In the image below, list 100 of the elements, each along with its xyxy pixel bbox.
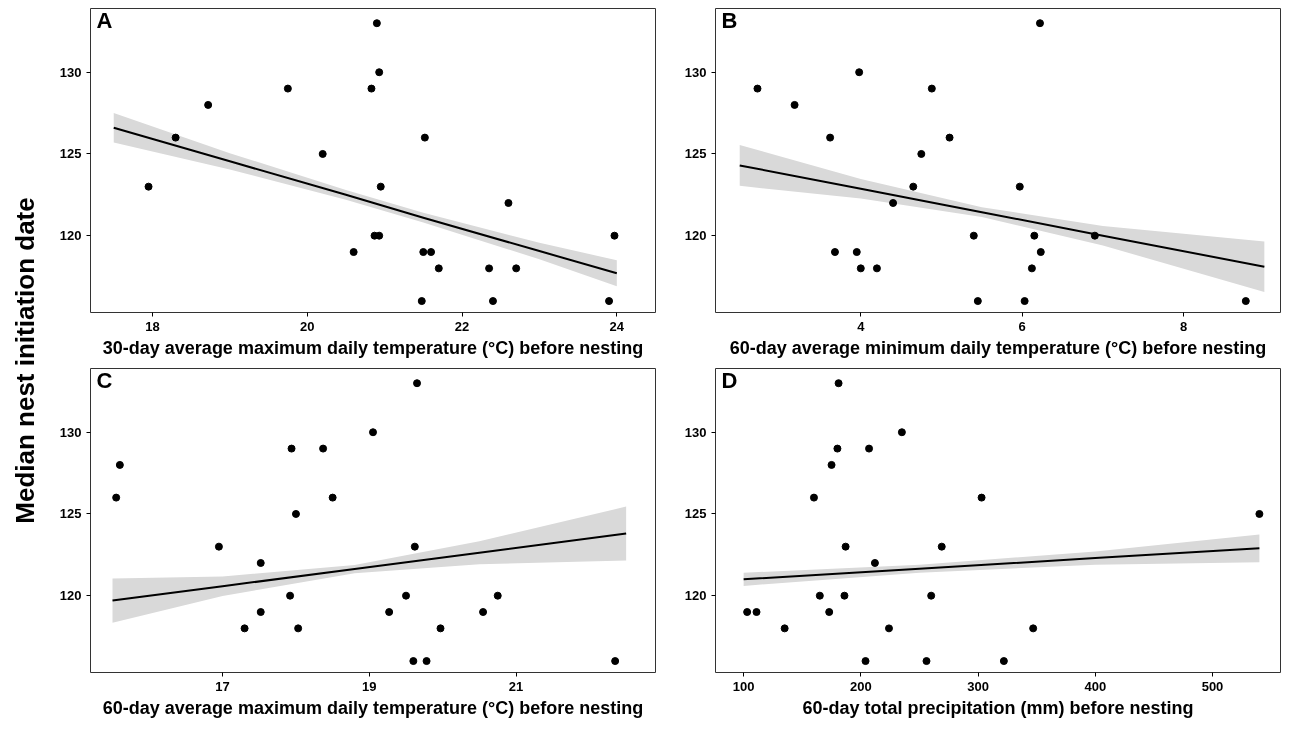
- line-series: [111, 532, 628, 602]
- y-tick-label: 125: [59, 506, 82, 522]
- point: [286, 591, 295, 600]
- x-tick-label: 24: [609, 318, 625, 334]
- y-tick-label: 130: [59, 64, 82, 80]
- annotation: B: [721, 7, 738, 33]
- point: [1090, 231, 1099, 240]
- point: [1255, 509, 1264, 518]
- y-tick-label: 120: [684, 588, 707, 604]
- point: [927, 591, 936, 600]
- point: [240, 624, 249, 633]
- point: [927, 84, 936, 93]
- x-tick-label: 8: [1180, 318, 1188, 334]
- point: [214, 542, 223, 551]
- point: [369, 428, 377, 437]
- point: [977, 493, 986, 502]
- point: [375, 68, 384, 77]
- x-tick-label: 17: [215, 678, 230, 694]
- y-axis-title: Median nest initiation date: [9, 197, 40, 524]
- y-tick-label: 125: [684, 506, 707, 522]
- x-tick-label: 4: [857, 318, 866, 334]
- point: [349, 248, 358, 257]
- point: [422, 657, 431, 666]
- point: [969, 231, 978, 240]
- point: [825, 608, 834, 617]
- point: [865, 444, 874, 453]
- point: [318, 149, 327, 158]
- point: [999, 657, 1008, 666]
- point: [780, 624, 789, 633]
- point: [512, 264, 521, 273]
- point: [409, 657, 418, 666]
- point: [291, 509, 300, 518]
- point: [1027, 264, 1036, 273]
- point: [402, 591, 411, 600]
- point: [493, 591, 502, 600]
- point: [419, 248, 428, 257]
- x-tick-label: 6: [1018, 318, 1026, 334]
- point: [385, 608, 394, 617]
- annotation: C: [96, 367, 113, 393]
- point: [410, 542, 419, 551]
- point: [917, 149, 926, 158]
- point: [827, 460, 836, 469]
- line-series: [738, 164, 1266, 268]
- point: [611, 657, 620, 666]
- point: [375, 231, 384, 240]
- y-tick-label: 130: [684, 64, 707, 80]
- x-axis-title: 60-day average minimum daily temperature (°C) before nesting: [729, 337, 1267, 358]
- point: [752, 608, 761, 617]
- x-tick-label: 200: [850, 678, 872, 694]
- point: [872, 264, 881, 273]
- point: [861, 657, 870, 666]
- point: [809, 493, 818, 502]
- y-tick-label: 130: [684, 424, 707, 440]
- y-tick-label: 125: [684, 146, 707, 162]
- x-tick-label: 18: [145, 318, 160, 334]
- x-tick-label: 500: [1201, 678, 1224, 694]
- point: [753, 84, 762, 93]
- y-tick-label: 130: [59, 424, 82, 440]
- x-tick-label: 300: [967, 678, 989, 694]
- point: [743, 608, 752, 617]
- point: [420, 133, 429, 142]
- point: [436, 624, 445, 633]
- point: [1030, 231, 1039, 240]
- point: [790, 100, 799, 109]
- point: [840, 591, 849, 600]
- point: [945, 133, 954, 142]
- point: [485, 264, 494, 273]
- point: [1241, 297, 1250, 306]
- y-tick-label: 120: [59, 588, 82, 604]
- point: [889, 199, 898, 207]
- point: [1029, 624, 1038, 633]
- point: [434, 264, 443, 273]
- point: [328, 493, 337, 502]
- point: [283, 84, 292, 93]
- point: [504, 199, 513, 207]
- point: [144, 182, 153, 191]
- point: [1015, 182, 1024, 191]
- point: [287, 444, 296, 453]
- point: [841, 542, 850, 551]
- point: [319, 444, 328, 453]
- point: [826, 133, 835, 142]
- point: [937, 542, 946, 551]
- point: [856, 264, 865, 273]
- y-tick-label: 120: [59, 228, 82, 244]
- x-axis-title: 60-day total precipitation (mm) before nesting: [802, 697, 1194, 718]
- point: [488, 297, 497, 306]
- annotation: A: [96, 7, 113, 33]
- point: [1036, 248, 1045, 257]
- point: [367, 84, 376, 93]
- x-axis-title: 60-day average maximum daily temperature (°C) before nesting: [102, 697, 644, 718]
- point: [376, 182, 385, 191]
- point: [973, 297, 982, 306]
- x-tick-label: 21: [508, 678, 524, 694]
- x-axis-title: 30-day average maximum daily temperature (°C) before nesting: [102, 337, 644, 358]
- point: [171, 133, 180, 142]
- point: [294, 624, 303, 633]
- x-tick-label: 19: [362, 678, 377, 694]
- point: [1035, 19, 1044, 28]
- x-tick-label: 100: [732, 678, 755, 694]
- annotation: D: [721, 367, 738, 393]
